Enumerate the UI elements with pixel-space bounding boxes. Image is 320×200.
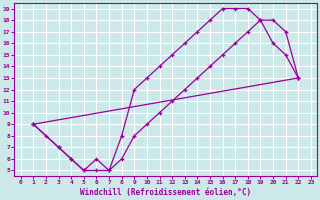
X-axis label: Windchill (Refroidissement éolien,°C): Windchill (Refroidissement éolien,°C) <box>80 188 252 197</box>
